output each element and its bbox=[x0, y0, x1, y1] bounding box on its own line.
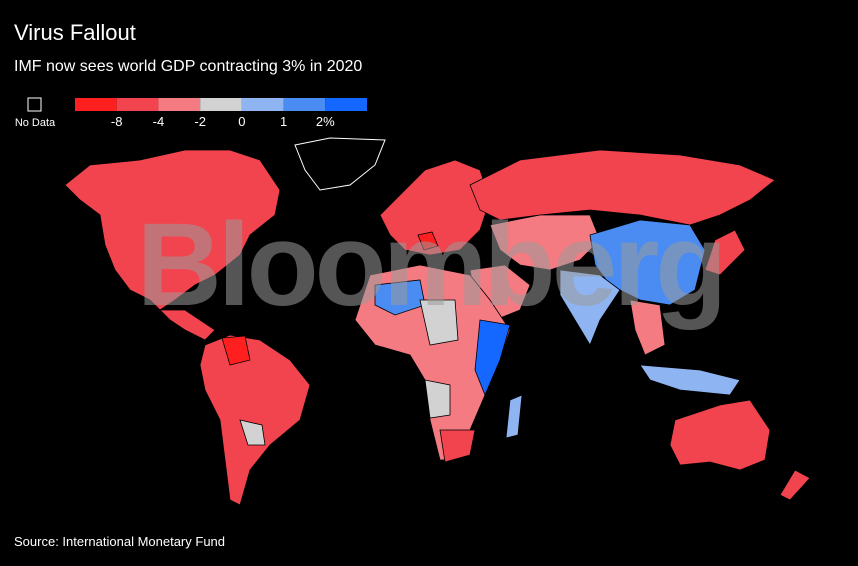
subtitle: IMF now sees world GDP contracting 3% in… bbox=[14, 58, 362, 75]
italy bbox=[417, 231, 439, 251]
north-america bbox=[64, 149, 281, 311]
australia bbox=[669, 399, 771, 471]
europe bbox=[379, 159, 491, 256]
china bbox=[589, 219, 706, 306]
greenland bbox=[294, 137, 386, 191]
angola bbox=[424, 379, 451, 419]
legend-label: -8 bbox=[111, 114, 123, 129]
legend-label: 2% bbox=[316, 114, 335, 129]
legend-swatch bbox=[200, 98, 242, 111]
central-america bbox=[159, 309, 216, 341]
japan bbox=[704, 229, 746, 276]
legend-swatch bbox=[158, 98, 201, 111]
indonesia bbox=[639, 364, 741, 396]
venezuela bbox=[221, 335, 251, 366]
legend-swatch bbox=[283, 98, 326, 111]
legend-label: 1 bbox=[280, 114, 287, 129]
title: Virus Fallout bbox=[14, 20, 136, 45]
central-asia bbox=[489, 214, 601, 271]
south-africa bbox=[439, 429, 476, 463]
india bbox=[559, 269, 621, 346]
legend-swatch bbox=[75, 98, 117, 111]
legend-label: 0 bbox=[238, 114, 245, 129]
legend-swatch bbox=[325, 98, 367, 111]
no-data-label: No Data bbox=[15, 117, 56, 129]
legend: -8 -4 -2 0 1 2% bbox=[75, 98, 367, 129]
sahel bbox=[419, 299, 459, 346]
new-zealand bbox=[779, 469, 811, 501]
no-data-swatch bbox=[27, 97, 42, 112]
paraguay bbox=[239, 419, 266, 446]
legend-label: -4 bbox=[153, 114, 165, 129]
madagascar bbox=[505, 394, 523, 439]
map bbox=[64, 137, 811, 506]
watermark: Bloomberg bbox=[137, 199, 724, 331]
source: Source: International Monetary Fund bbox=[14, 534, 225, 549]
legend-swatch bbox=[116, 98, 159, 111]
legend-swatch bbox=[241, 98, 284, 111]
south-america bbox=[199, 334, 311, 506]
legend-label: -2 bbox=[194, 114, 206, 129]
north-africa bbox=[374, 279, 426, 316]
russia bbox=[469, 149, 776, 226]
east-africa bbox=[474, 319, 511, 397]
southeast-asia bbox=[629, 299, 666, 356]
